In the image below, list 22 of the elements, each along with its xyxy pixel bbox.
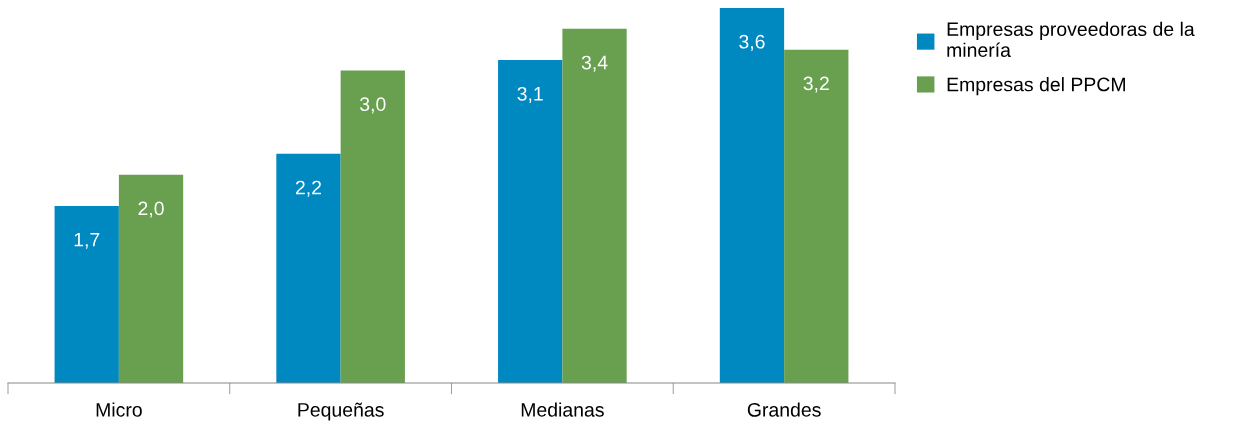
x-tick-label: Medianas xyxy=(521,402,604,417)
data-label: 3,1 xyxy=(517,86,543,103)
data-label: 2,2 xyxy=(295,180,322,197)
x-tick-label: Grandes xyxy=(747,402,821,417)
data-label: 3,4 xyxy=(581,55,608,72)
bar xyxy=(340,70,405,383)
bar xyxy=(784,49,849,383)
data-label: 1,7 xyxy=(74,232,100,249)
bar xyxy=(719,8,785,383)
bar xyxy=(54,205,119,383)
legend-label: Empresas proveedoras de la minería xyxy=(947,21,1195,57)
bar xyxy=(562,28,627,383)
data-label: 2,0 xyxy=(138,201,164,218)
bar xyxy=(276,153,341,383)
data-label: 3,6 xyxy=(739,34,765,51)
bar xyxy=(118,174,184,383)
legend-label: Empresas del PPCM xyxy=(947,77,1125,96)
x-tick-label: Pequeñas xyxy=(298,402,384,421)
data-label: 3,2 xyxy=(803,76,829,93)
bar xyxy=(498,60,563,383)
data-label: 3,0 xyxy=(360,97,386,114)
x-tick-label: Micro xyxy=(96,402,142,417)
